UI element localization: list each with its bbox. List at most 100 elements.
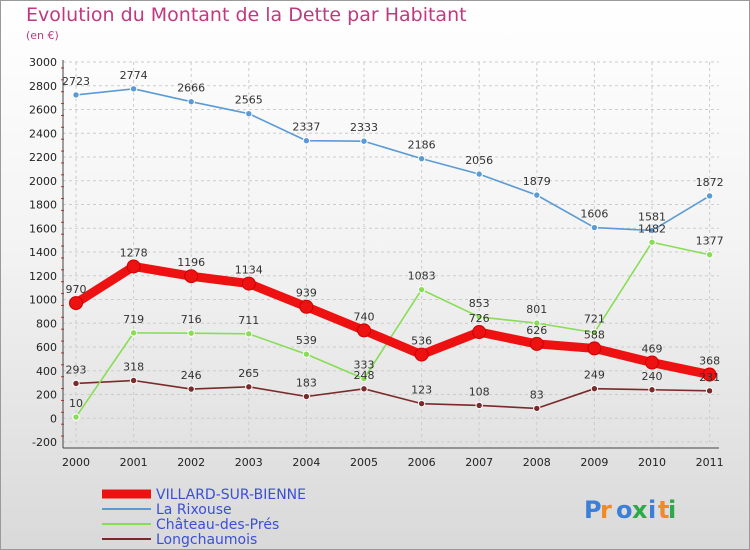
data-point xyxy=(72,379,80,388)
series-line xyxy=(75,88,711,232)
data-label: 1482 xyxy=(638,222,666,235)
data-label: 539 xyxy=(296,334,317,347)
y-tick-label: 200 xyxy=(36,389,57,402)
data-point xyxy=(129,329,138,337)
data-label: 853 xyxy=(469,297,490,310)
data-point xyxy=(648,386,656,394)
data-point xyxy=(187,97,195,106)
data-point xyxy=(533,404,541,413)
data-label: 536 xyxy=(411,335,432,348)
data-point xyxy=(72,91,80,99)
data-point xyxy=(702,367,717,382)
data-point xyxy=(184,269,199,284)
data-label: 2666 xyxy=(177,82,205,95)
data-point xyxy=(475,170,483,178)
y-tick-label: 1200 xyxy=(29,270,57,283)
data-point xyxy=(299,299,314,314)
data-point xyxy=(69,296,83,311)
data-label: 231 xyxy=(699,371,720,384)
data-point xyxy=(587,341,602,356)
x-tick-label: 2000 xyxy=(62,456,90,469)
y-tick-label: 2200 xyxy=(29,151,57,164)
data-point xyxy=(417,285,426,294)
data-label: 248 xyxy=(354,369,375,382)
data-label: 368 xyxy=(699,355,720,368)
data-point xyxy=(590,384,599,393)
data-label: 1872 xyxy=(696,176,724,189)
x-tick-label: 2004 xyxy=(292,456,320,469)
data-label: 293 xyxy=(66,363,87,376)
y-tick-label: 2600 xyxy=(29,104,57,117)
data-point xyxy=(590,223,599,232)
data-label: 726 xyxy=(469,312,490,325)
chart-subtitle: (en €) xyxy=(26,29,59,42)
data-point xyxy=(360,375,368,383)
y-tick-label: 600 xyxy=(36,341,57,354)
data-point xyxy=(245,383,253,391)
data-label: 939 xyxy=(296,287,317,300)
data-point xyxy=(648,226,656,235)
data-label: 2186 xyxy=(408,139,436,152)
x-tick-label: 2005 xyxy=(350,456,378,469)
data-label: 2337 xyxy=(292,121,320,134)
logo-letter: i xyxy=(648,496,656,524)
data-label: 246 xyxy=(181,369,202,382)
data-label: 318 xyxy=(123,360,144,373)
series-line xyxy=(75,379,711,410)
data-label: 716 xyxy=(181,313,202,326)
y-tick-label: 1800 xyxy=(29,199,57,212)
y-tick-label: 3000 xyxy=(29,56,57,69)
data-label: 1083 xyxy=(408,270,436,283)
x-tick-label: 2001 xyxy=(120,456,148,469)
y-tick-label: 400 xyxy=(36,365,57,378)
data-point xyxy=(475,401,483,410)
series-line xyxy=(71,261,715,380)
data-label: 108 xyxy=(469,385,490,398)
data-label: 240 xyxy=(642,370,663,383)
data-label: 626 xyxy=(526,324,547,337)
data-label: 83 xyxy=(530,388,544,401)
x-tick-label: 2011 xyxy=(696,456,724,469)
data-point xyxy=(705,251,714,259)
data-label: 719 xyxy=(123,313,144,326)
data-label: 2565 xyxy=(235,94,263,107)
logo-letter: i xyxy=(668,496,676,524)
data-point xyxy=(302,392,311,401)
y-tick-label: 800 xyxy=(36,317,57,330)
data-point xyxy=(648,238,656,246)
data-label: 1377 xyxy=(696,235,724,248)
logo-letter: P xyxy=(584,496,602,524)
legend-label: Château-des-Prés xyxy=(156,517,279,533)
data-label: 249 xyxy=(584,369,605,382)
data-point xyxy=(533,191,541,199)
legend-label: VILLARD-SUR-BIENNE xyxy=(156,487,306,503)
legend-label: Longchaumois xyxy=(156,532,257,548)
data-label: 265 xyxy=(238,367,259,380)
data-label: 721 xyxy=(584,313,605,326)
data-point xyxy=(590,328,599,337)
chart-title: Evolution du Montant de la Dette par Hab… xyxy=(26,4,467,26)
data-point xyxy=(360,137,368,145)
data-point xyxy=(245,109,253,118)
data-label: 2333 xyxy=(350,121,378,134)
data-label: 740 xyxy=(354,310,375,323)
data-label: 2774 xyxy=(120,69,148,82)
y-tick-label: 2000 xyxy=(29,175,57,188)
x-tick-label: 2008 xyxy=(523,456,551,469)
data-label: 1581 xyxy=(638,211,666,224)
data-label: 2723 xyxy=(62,75,90,88)
y-tick-label: 0 xyxy=(50,412,57,425)
x-tick-label: 2007 xyxy=(465,456,493,469)
data-label: 2056 xyxy=(465,154,493,167)
data-label: 469 xyxy=(642,343,663,356)
x-tick-label: 2003 xyxy=(235,456,263,469)
data-label: 1134 xyxy=(235,264,263,277)
data-label: 1196 xyxy=(177,256,205,269)
y-tick-label: -200 xyxy=(32,436,57,449)
x-tick-label: 2006 xyxy=(408,456,436,469)
x-tick-label: 2002 xyxy=(177,456,205,469)
logo-letter: o xyxy=(616,496,633,524)
data-point xyxy=(472,325,487,340)
